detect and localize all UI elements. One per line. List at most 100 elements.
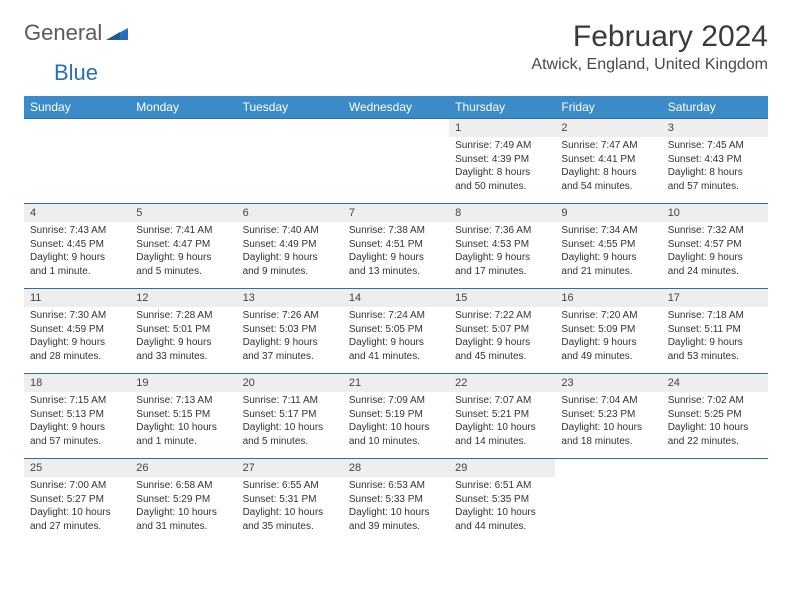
sunrise-text: Sunrise: 7:04 AM: [561, 394, 655, 408]
daylight-text: Daylight: 9 hours and 5 minutes.: [136, 251, 230, 278]
logo-text-blue: Blue: [54, 60, 98, 86]
day-number-cell: [24, 119, 130, 138]
day-number-row: 2526272829: [24, 459, 768, 478]
title-block: February 2024 Atwick, England, United Ki…: [531, 20, 768, 74]
day-data-row: Sunrise: 7:30 AMSunset: 4:59 PMDaylight:…: [24, 307, 768, 374]
day-data-cell: Sunrise: 7:15 AMSunset: 5:13 PMDaylight:…: [24, 392, 130, 459]
day-data-cell: [662, 477, 768, 543]
day-data-row: Sunrise: 7:43 AMSunset: 4:45 PMDaylight:…: [24, 222, 768, 289]
sunset-text: Sunset: 4:59 PM: [30, 323, 124, 337]
day-number-cell: 9: [555, 204, 661, 223]
daylight-text: Daylight: 10 hours and 44 minutes.: [455, 506, 549, 533]
sunrise-text: Sunrise: 7:00 AM: [30, 479, 124, 493]
sunset-text: Sunset: 4:39 PM: [455, 153, 549, 167]
day-number-cell: 25: [24, 459, 130, 478]
day-number-cell: 21: [343, 374, 449, 393]
day-number-cell: [237, 119, 343, 138]
sunset-text: Sunset: 5:19 PM: [349, 408, 443, 422]
sunset-text: Sunset: 4:57 PM: [668, 238, 762, 252]
day-number-row: 11121314151617: [24, 289, 768, 308]
day-data-cell: Sunrise: 7:13 AMSunset: 5:15 PMDaylight:…: [130, 392, 236, 459]
calendar-body: 123Sunrise: 7:49 AMSunset: 4:39 PMDaylig…: [24, 119, 768, 544]
day-number-cell: 1: [449, 119, 555, 138]
day-data-cell: [555, 477, 661, 543]
sunrise-text: Sunrise: 7:24 AM: [349, 309, 443, 323]
day-number-cell: [130, 119, 236, 138]
daylight-text: Daylight: 9 hours and 1 minute.: [30, 251, 124, 278]
day-number-cell: 7: [343, 204, 449, 223]
sunrise-text: Sunrise: 7:26 AM: [243, 309, 337, 323]
day-number-cell: 19: [130, 374, 236, 393]
sunset-text: Sunset: 5:05 PM: [349, 323, 443, 337]
sunset-text: Sunset: 5:23 PM: [561, 408, 655, 422]
day-data-row: Sunrise: 7:49 AMSunset: 4:39 PMDaylight:…: [24, 137, 768, 204]
daylight-text: Daylight: 9 hours and 9 minutes.: [243, 251, 337, 278]
sunrise-text: Sunrise: 6:53 AM: [349, 479, 443, 493]
sunset-text: Sunset: 4:41 PM: [561, 153, 655, 167]
day-data-cell: Sunrise: 6:53 AMSunset: 5:33 PMDaylight:…: [343, 477, 449, 543]
sunrise-text: Sunrise: 7:22 AM: [455, 309, 549, 323]
sunrise-text: Sunrise: 7:36 AM: [455, 224, 549, 238]
sunrise-text: Sunrise: 7:09 AM: [349, 394, 443, 408]
day-data-cell: Sunrise: 7:04 AMSunset: 5:23 PMDaylight:…: [555, 392, 661, 459]
day-number-cell: 26: [130, 459, 236, 478]
logo-text-general: General: [24, 20, 102, 46]
day-number-cell: [555, 459, 661, 478]
day-data-cell: Sunrise: 7:28 AMSunset: 5:01 PMDaylight:…: [130, 307, 236, 374]
day-data-cell: Sunrise: 7:02 AMSunset: 5:25 PMDaylight:…: [662, 392, 768, 459]
day-data-cell: Sunrise: 7:36 AMSunset: 4:53 PMDaylight:…: [449, 222, 555, 289]
daylight-text: Daylight: 10 hours and 18 minutes.: [561, 421, 655, 448]
sunset-text: Sunset: 4:51 PM: [349, 238, 443, 252]
day-data-cell: Sunrise: 7:49 AMSunset: 4:39 PMDaylight:…: [449, 137, 555, 204]
day-data-cell: Sunrise: 7:11 AMSunset: 5:17 PMDaylight:…: [237, 392, 343, 459]
sunset-text: Sunset: 5:15 PM: [136, 408, 230, 422]
sunset-text: Sunset: 5:27 PM: [30, 493, 124, 507]
weekday-header: Saturday: [662, 96, 768, 119]
day-data-cell: [343, 137, 449, 204]
daylight-text: Daylight: 10 hours and 39 minutes.: [349, 506, 443, 533]
daylight-text: Daylight: 9 hours and 37 minutes.: [243, 336, 337, 363]
sunrise-text: Sunrise: 7:02 AM: [668, 394, 762, 408]
day-number-cell: 15: [449, 289, 555, 308]
day-number-cell: 17: [662, 289, 768, 308]
daylight-text: Daylight: 8 hours and 50 minutes.: [455, 166, 549, 193]
location: Atwick, England, United Kingdom: [531, 56, 768, 74]
daylight-text: Daylight: 10 hours and 27 minutes.: [30, 506, 124, 533]
sunset-text: Sunset: 4:53 PM: [455, 238, 549, 252]
sunrise-text: Sunrise: 7:15 AM: [30, 394, 124, 408]
daylight-text: Daylight: 8 hours and 57 minutes.: [668, 166, 762, 193]
day-data-cell: Sunrise: 7:47 AMSunset: 4:41 PMDaylight:…: [555, 137, 661, 204]
daylight-text: Daylight: 10 hours and 1 minute.: [136, 421, 230, 448]
day-number-cell: 5: [130, 204, 236, 223]
day-data-cell: Sunrise: 7:24 AMSunset: 5:05 PMDaylight:…: [343, 307, 449, 374]
day-number-row: 123: [24, 119, 768, 138]
daylight-text: Daylight: 9 hours and 57 minutes.: [30, 421, 124, 448]
sunrise-text: Sunrise: 7:49 AM: [455, 139, 549, 153]
day-number-cell: 23: [555, 374, 661, 393]
daylight-text: Daylight: 10 hours and 31 minutes.: [136, 506, 230, 533]
day-number-cell: 28: [343, 459, 449, 478]
day-number-cell: 11: [24, 289, 130, 308]
sunset-text: Sunset: 5:33 PM: [349, 493, 443, 507]
sunrise-text: Sunrise: 7:32 AM: [668, 224, 762, 238]
weekday-header: Sunday: [24, 96, 130, 119]
daylight-text: Daylight: 10 hours and 10 minutes.: [349, 421, 443, 448]
sunset-text: Sunset: 5:17 PM: [243, 408, 337, 422]
day-number-cell: 27: [237, 459, 343, 478]
calendar-table: Sunday Monday Tuesday Wednesday Thursday…: [24, 96, 768, 543]
weekday-header: Wednesday: [343, 96, 449, 119]
logo: General: [24, 20, 130, 46]
daylight-text: Daylight: 9 hours and 28 minutes.: [30, 336, 124, 363]
day-data-cell: Sunrise: 7:30 AMSunset: 4:59 PMDaylight:…: [24, 307, 130, 374]
day-number-cell: 20: [237, 374, 343, 393]
day-number-cell: 18: [24, 374, 130, 393]
sunset-text: Sunset: 5:03 PM: [243, 323, 337, 337]
sunset-text: Sunset: 5:11 PM: [668, 323, 762, 337]
sunrise-text: Sunrise: 7:45 AM: [668, 139, 762, 153]
daylight-text: Daylight: 9 hours and 21 minutes.: [561, 251, 655, 278]
daylight-text: Daylight: 9 hours and 24 minutes.: [668, 251, 762, 278]
sunset-text: Sunset: 5:35 PM: [455, 493, 549, 507]
day-number-row: 18192021222324: [24, 374, 768, 393]
day-number-row: 45678910: [24, 204, 768, 223]
day-number-cell: [662, 459, 768, 478]
